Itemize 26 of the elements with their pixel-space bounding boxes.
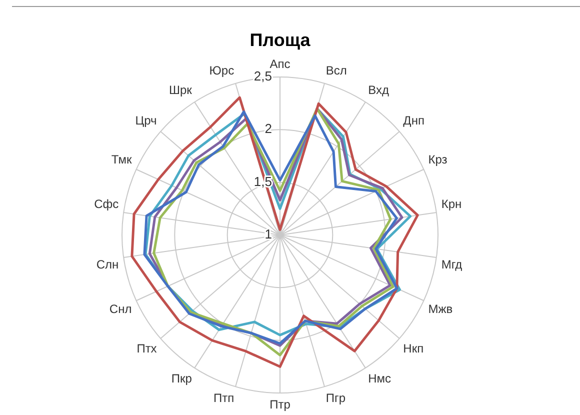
spoke-label: Птр [270, 398, 291, 412]
spoke-label: Вхд [368, 82, 389, 97]
y-tick-label: 2,5 [254, 68, 272, 84]
spoke-label: Слн [96, 258, 119, 272]
spoke-label: Днп [403, 113, 424, 128]
spoke-label: Всл [326, 64, 347, 78]
spoke-label: Сфс [94, 196, 119, 211]
spoke-label: Пгр [326, 390, 346, 405]
spoke-label: Нмс [368, 372, 392, 386]
spoke-label: Крн [441, 196, 462, 211]
y-tick-label: 1 [264, 226, 272, 242]
spoke-label: Апс [270, 57, 290, 72]
spoke-label: Тмк [111, 152, 132, 166]
spoke-label: Птх [136, 341, 157, 356]
spoke-label: Мжв [428, 302, 453, 316]
chart-title: Площа [250, 30, 312, 50]
spoke-label: Снл [109, 302, 132, 316]
spoke-label: Крз [428, 152, 448, 166]
spoke-label: Нкп [403, 341, 424, 356]
spoke-label: Юрс [209, 64, 234, 78]
spoke-label: Шрк [168, 82, 193, 97]
spoke-label: Црч [135, 113, 157, 128]
spoke-label: Пкр [171, 372, 192, 386]
spoke-label: Птп [213, 390, 234, 405]
y-tick-label: 2 [264, 121, 272, 136]
spoke-label: Мгд [441, 258, 462, 272]
